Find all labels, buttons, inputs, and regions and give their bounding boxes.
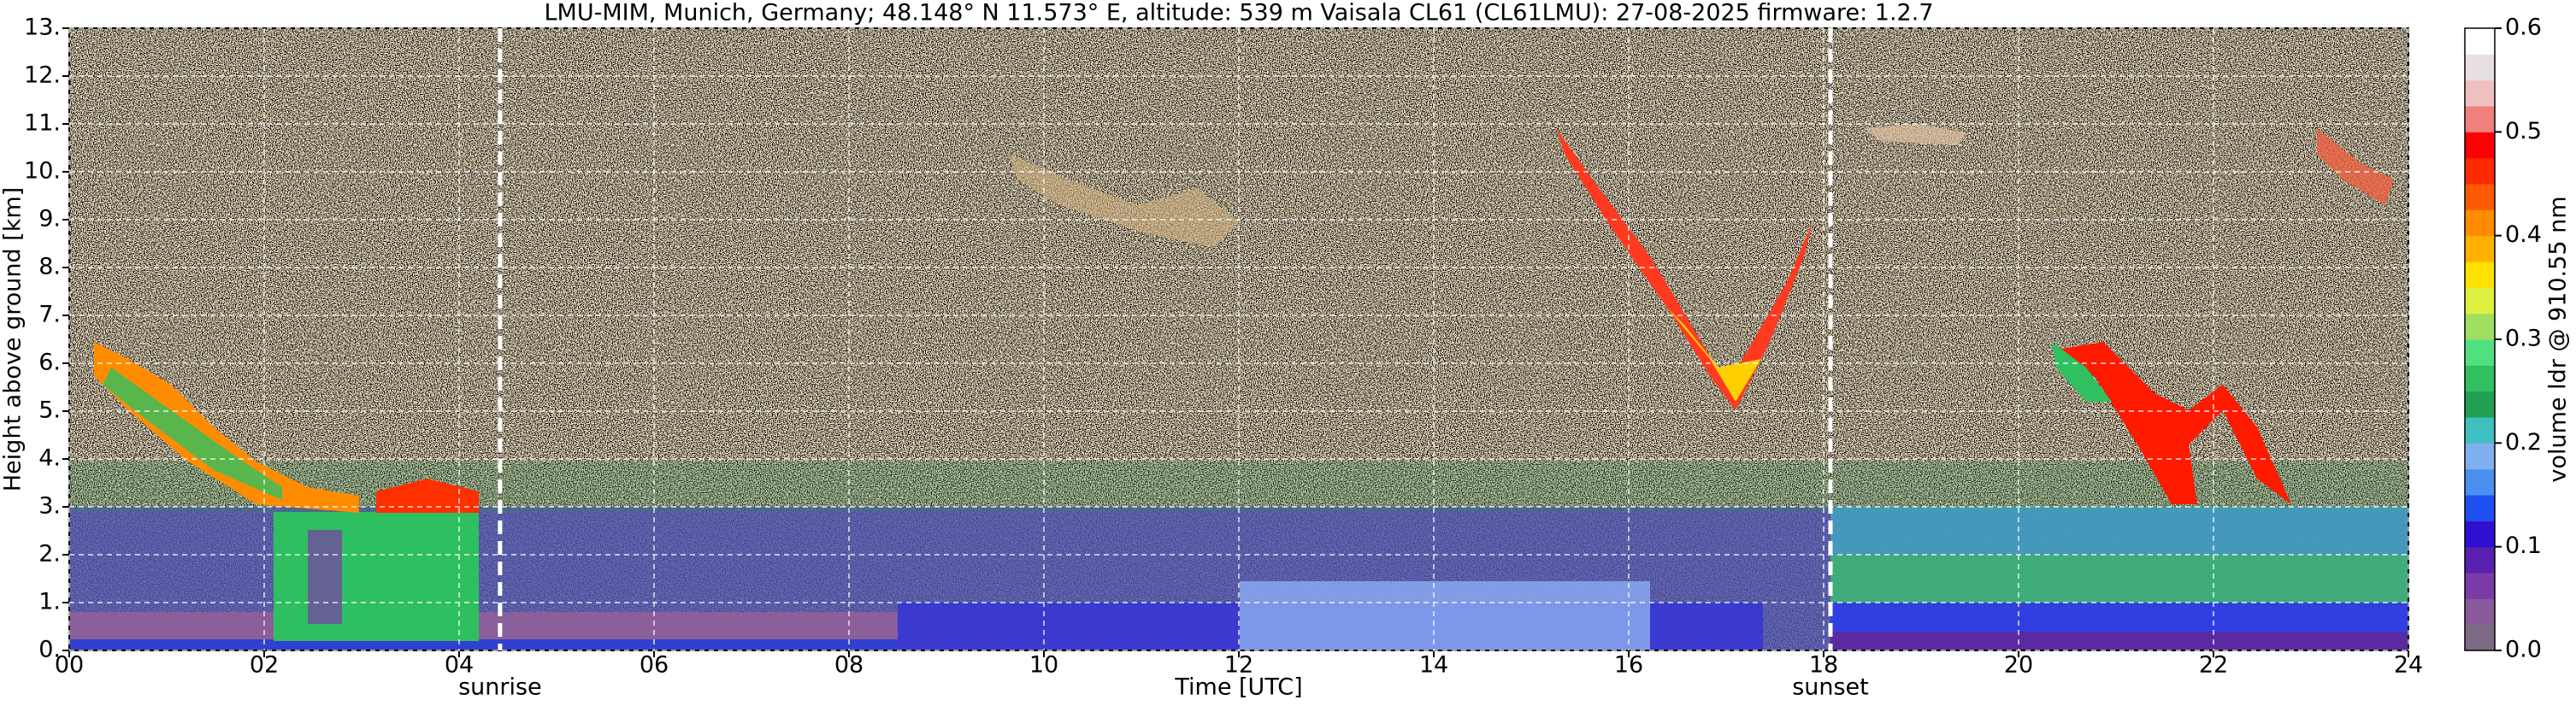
x-tick-label: 08 <box>834 652 864 679</box>
y-tick-label: 11. <box>24 110 61 137</box>
cloud <box>1864 124 1966 145</box>
cloud <box>308 530 342 624</box>
x-tick-label: 02 <box>250 652 279 679</box>
colorbar-tick-label: 0.2 <box>2505 429 2542 456</box>
colorbar-segment <box>2465 209 2495 237</box>
cloud <box>2052 342 2112 402</box>
y-tick-label: 6. <box>38 350 61 376</box>
colorbar-segment <box>2465 54 2495 81</box>
y-tick-label: 3. <box>38 493 61 520</box>
colorbar-segment <box>2465 624 2495 651</box>
x-tick-label: 10 <box>1029 652 1058 679</box>
colorbar-segment <box>2465 339 2495 366</box>
colorbar-segment <box>2465 417 2495 444</box>
colorbar-segment <box>2465 495 2495 521</box>
y-tick-label: 5. <box>38 397 61 424</box>
surface-layer <box>1830 632 2408 650</box>
colorbar-segment <box>2465 546 2495 574</box>
y-axis-label: Height above ground [km] <box>0 187 27 491</box>
cloud <box>2317 128 2394 205</box>
colorbar-label: volume ldr @ 910.55 nm <box>2545 197 2572 483</box>
cloud <box>274 512 479 641</box>
colorbar-segment <box>2465 235 2495 262</box>
colorbar-segment <box>2465 598 2495 626</box>
colorbar-segment <box>2465 287 2495 315</box>
x-axis-label: Time [UTC] <box>1174 674 1302 701</box>
surface-layer <box>69 639 898 650</box>
x-tick-label: 00 <box>55 652 84 679</box>
x-tick-label: 06 <box>640 652 669 679</box>
y-tick-label: 9. <box>38 206 61 232</box>
cloud <box>94 342 359 513</box>
x-tick-label: 14 <box>1419 652 1448 679</box>
x-tick-label: 16 <box>1614 652 1643 679</box>
colorbar-segment <box>2465 132 2495 159</box>
y-tick-label: 8. <box>38 254 61 280</box>
y-tick-label: 10. <box>24 158 61 185</box>
colorbar-segment <box>2465 262 2495 288</box>
colorbar-segment <box>2465 313 2495 340</box>
colorbar-segment <box>2465 443 2495 470</box>
surface-layer <box>1830 603 2408 632</box>
annotation-label: sunrise <box>458 674 542 701</box>
y-tick-label: 2. <box>38 541 61 568</box>
colorbar-tick-label: 0.1 <box>2505 532 2542 559</box>
x-tick-label: 18 <box>1809 652 1838 679</box>
colorbar-segment <box>2465 184 2495 210</box>
chart-title: LMU-MIM, Munich, Germany; 48.148° N 11.5… <box>544 0 1933 26</box>
cloud <box>1667 308 1761 402</box>
aerosol-layer <box>1830 507 2408 555</box>
y-tick-label: 4. <box>38 445 61 472</box>
colorbar-segment <box>2465 106 2495 132</box>
colorbar-tick-label: 0.3 <box>2505 326 2542 352</box>
cloud <box>1009 154 1240 248</box>
colorbar-tick-label: 0.0 <box>2505 637 2542 663</box>
colorbar-tick-label: 0.6 <box>2505 15 2542 41</box>
colorbar-segment <box>2465 365 2495 392</box>
colorbar-segment <box>2465 391 2495 418</box>
y-tick-label: 12. <box>24 62 61 89</box>
colorbar-segment <box>2465 573 2495 599</box>
colorbar-tick-label: 0.4 <box>2505 221 2542 248</box>
colorbar-segment <box>2465 521 2495 548</box>
colorbar-tick-label: 0.5 <box>2505 118 2542 144</box>
cloud <box>103 368 282 500</box>
colorbar-segment <box>2465 157 2495 185</box>
x-tick-label: 04 <box>445 652 474 679</box>
x-tick-label: 12 <box>1224 652 1253 679</box>
y-tick-label: 13. <box>24 15 61 41</box>
cloud <box>2052 342 2291 504</box>
colorbar-segment <box>2465 468 2495 496</box>
cloud <box>376 479 479 513</box>
x-tick-label: 24 <box>2394 652 2423 679</box>
colorbar-segment <box>2465 28 2495 55</box>
y-tick-label: 7. <box>38 302 61 328</box>
annotation-label: sunset <box>1792 674 1869 701</box>
colorbar-segment <box>2465 79 2495 107</box>
x-tick-label: 20 <box>2004 652 2033 679</box>
aerosol-layer <box>1830 555 2408 603</box>
surface-layer <box>1240 581 1650 650</box>
x-tick-label: 22 <box>2199 652 2228 679</box>
y-tick-label: 1. <box>38 589 61 615</box>
y-tick-label: 0. <box>38 637 61 663</box>
